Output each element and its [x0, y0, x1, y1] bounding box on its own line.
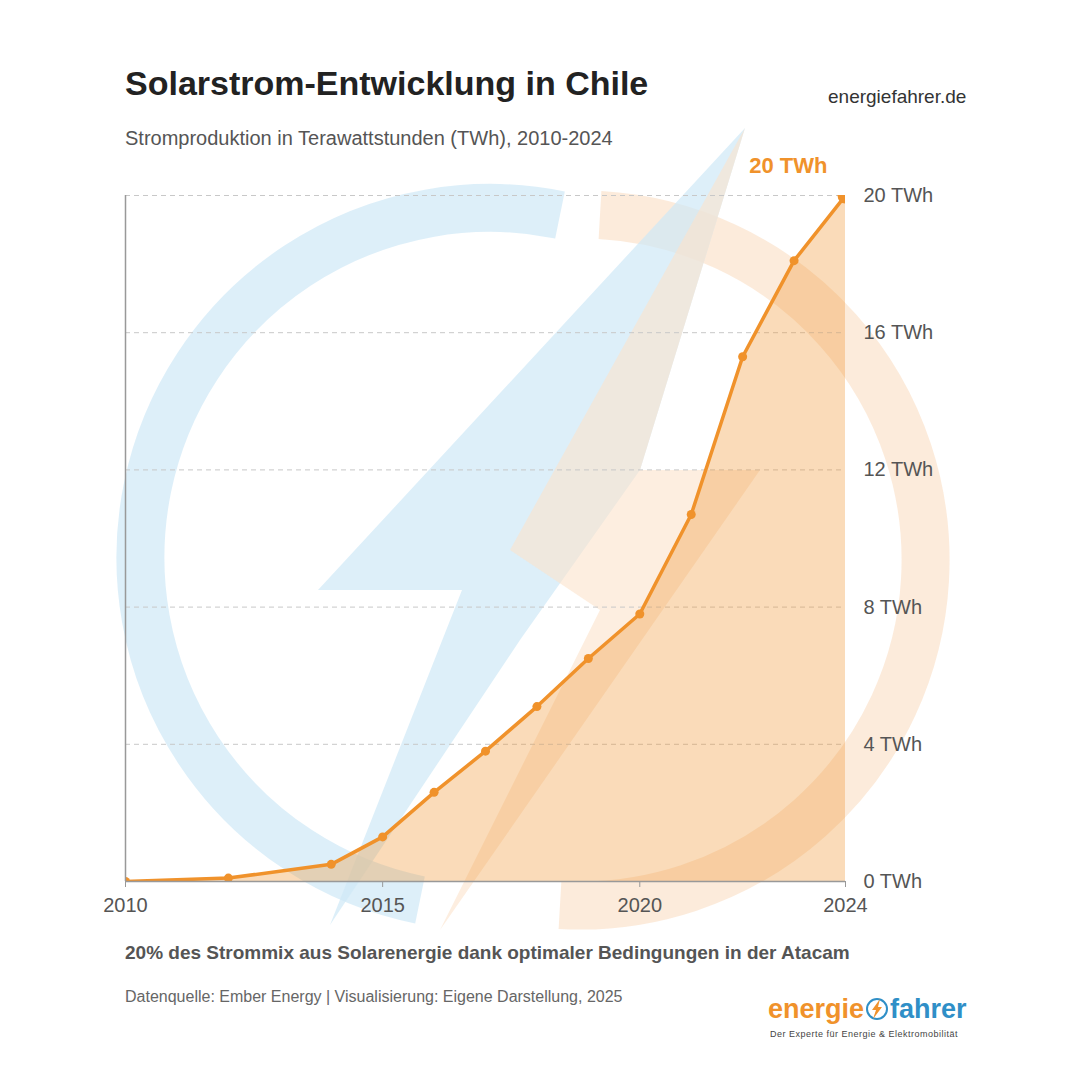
html-text:energiefahrer.de: energiefahrer.de	[828, 86, 967, 107]
html-text:Datenquelle: Ember Energy | Vi: Datenquelle: Ember Energy | Visualisieru…	[125, 988, 623, 1005]
svg-text:16 TWh: 16 TWh	[864, 321, 934, 343]
html-text:energie: energie	[768, 994, 864, 1024]
svg-text:2024: 2024	[823, 894, 868, 916]
svg-text:20 TWh: 20 TWh	[749, 153, 827, 178]
svg-text:20 TWh: 20 TWh	[864, 184, 934, 206]
svg-text:2020: 2020	[618, 894, 663, 916]
svg-text:0 TWh: 0 TWh	[864, 870, 923, 892]
svg-text:12 TWh: 12 TWh	[864, 458, 934, 480]
html-text:20% des Strommix aus Solarener: 20% des Strommix aus Solarenergie dank o…	[125, 942, 850, 963]
html-text:Solarstrom-Entwicklung in Chil: Solarstrom-Entwicklung in Chile	[125, 64, 649, 102]
svg-text:4 TWh: 4 TWh	[864, 733, 923, 755]
html-text:Der Experte für Energie & Elek: Der Experte für Energie & Elektromobilit…	[770, 1029, 959, 1039]
svg-text:2010: 2010	[103, 894, 148, 916]
html-text:Stromproduktion in Terawattstu: Stromproduktion in Terawattstunden (TWh)…	[125, 127, 613, 149]
html-text:fahrer: fahrer	[890, 994, 967, 1024]
svg-text:8 TWh: 8 TWh	[864, 596, 923, 618]
svg-text:2015: 2015	[360, 894, 405, 916]
